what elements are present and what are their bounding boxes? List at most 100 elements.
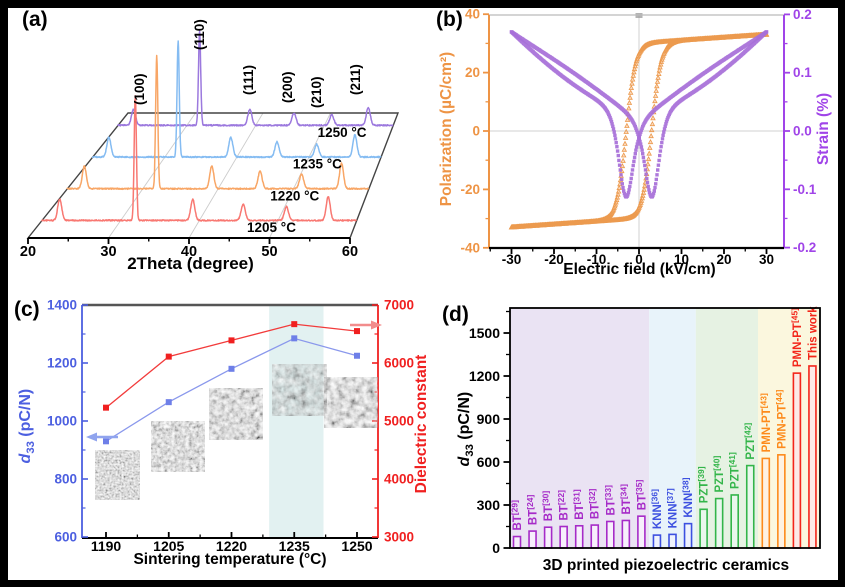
b-x-tick-label: -30 bbox=[502, 252, 522, 267]
c-right-tick-label: 5000 bbox=[384, 414, 414, 429]
bar-label-reference: [45] bbox=[789, 308, 799, 323]
c-left-tick-label: 1200 bbox=[47, 356, 77, 371]
bar-label: This work bbox=[807, 306, 819, 360]
bar-label: PZT[40] bbox=[712, 456, 727, 493]
d-y-tick-label: 300 bbox=[477, 497, 501, 513]
c-data-point-left bbox=[228, 365, 235, 372]
sem-inset-1205C bbox=[151, 421, 205, 472]
bar-KNN38 bbox=[683, 522, 693, 549]
bar-label-main: PZT bbox=[730, 467, 742, 489]
bar-label: PZT[42] bbox=[743, 423, 758, 460]
c-data-point-left bbox=[165, 399, 172, 406]
bar-label-reference: [34] bbox=[618, 484, 628, 499]
bar-label-main: KNN bbox=[652, 504, 664, 529]
bar-label-reference: [30] bbox=[541, 491, 551, 506]
xrd-peak-label: (110) bbox=[192, 19, 207, 50]
bar-label-main: BT bbox=[605, 500, 617, 515]
panel-b-right-y-axis-title: Strain (%) bbox=[815, 92, 832, 166]
bar-KNN36 bbox=[652, 534, 662, 549]
bar-label: BT[24] bbox=[525, 494, 540, 525]
bar-label-reference: [24] bbox=[525, 494, 535, 509]
d-y-tick-label: 1500 bbox=[469, 325, 500, 341]
xrd-peak-label: (100) bbox=[132, 73, 147, 105]
d-y-tick-label: 0 bbox=[492, 540, 500, 556]
bar-label-reference: [42] bbox=[743, 423, 753, 438]
c-right-tick-label: 3000 bbox=[384, 530, 414, 545]
a-x-tick-label: 40 bbox=[181, 244, 197, 260]
bar-label: PZT[41] bbox=[727, 452, 742, 489]
c-data-point-right bbox=[103, 404, 109, 411]
a-x-tick-label: 20 bbox=[20, 244, 36, 260]
bar-label: BT[29] bbox=[510, 500, 525, 531]
xrd-peak-label: (111) bbox=[241, 65, 256, 95]
bar-label-main: PZT bbox=[745, 438, 757, 460]
strain-butterfly-branch-asc bbox=[509, 30, 769, 199]
panel-b-hysteresis-chart: -30 -20 -10 0 10 20 30 40 20 0 -20 -40 0.2 0.1 0.0 -0.1… bbox=[460, 7, 816, 267]
bar-label: KNN[36] bbox=[649, 489, 664, 529]
bar-BT33 bbox=[605, 520, 615, 549]
b-x-tick-label: -20 bbox=[544, 252, 564, 267]
bar-label-main: BT bbox=[512, 515, 524, 530]
bar-BT32 bbox=[590, 524, 600, 549]
bar-PZT42 bbox=[745, 464, 755, 549]
bar-label-reference: [22] bbox=[556, 490, 566, 505]
panel-a-letter: (a) bbox=[22, 8, 48, 31]
b-right-tick-label: 0.1 bbox=[793, 65, 812, 80]
c-data-point-right bbox=[165, 353, 172, 360]
bar-label: PMN-PT[44] bbox=[774, 389, 789, 448]
bar-PMN-PT45 bbox=[792, 372, 802, 549]
c-x-tick-label: 1235 bbox=[279, 538, 310, 554]
panel-a-x-axis-title: 2Theta (degree) bbox=[127, 254, 254, 273]
bar-label-main: BT bbox=[636, 495, 648, 510]
bar-label-main: BT bbox=[621, 499, 633, 514]
xrd-temperature-label: 1205 °C bbox=[247, 220, 296, 235]
a-x-tick-label: 50 bbox=[261, 244, 277, 260]
xrd-trace-1250°C bbox=[117, 30, 394, 127]
bar-label: BT[22] bbox=[556, 490, 571, 521]
b-right-tick-label: -0.1 bbox=[793, 182, 817, 197]
b-x-tick-label: 10 bbox=[674, 252, 689, 267]
bar-label-main: PZT bbox=[714, 471, 726, 493]
c-left-tick-label: 1000 bbox=[47, 414, 77, 429]
bar-label-main: PZT bbox=[699, 482, 711, 504]
panel-c-letter: (c) bbox=[14, 298, 40, 321]
b-left-tick-label: -40 bbox=[460, 240, 480, 255]
bar-label-reference: [40] bbox=[712, 456, 722, 471]
a-x-tick-label: 30 bbox=[100, 244, 116, 260]
panel-c-left-y-axis-title: d33 (pC/N) bbox=[17, 341, 37, 511]
b-x-tick-label: 30 bbox=[759, 252, 774, 267]
bar-label-main: BT bbox=[543, 506, 555, 521]
xrd-temperature-label: 1250 °C bbox=[318, 125, 367, 140]
c-data-point-left bbox=[291, 335, 298, 342]
c-x-tick-label: 1220 bbox=[216, 538, 247, 554]
bar-BT30 bbox=[543, 526, 553, 549]
bar-label-reference: [43] bbox=[758, 393, 768, 408]
bar-label: KNN[37] bbox=[665, 488, 680, 528]
xrd-peak-label: (210) bbox=[309, 76, 324, 108]
xrd-floor-gridline bbox=[188, 112, 264, 239]
c-x-tick-label: 1205 bbox=[153, 538, 184, 554]
bar-label-main: KNN bbox=[668, 503, 680, 528]
sem-inset-1235C bbox=[272, 364, 327, 416]
bar-label-main: This work bbox=[807, 306, 819, 360]
panel-b-letter: (b) bbox=[436, 8, 463, 31]
b-x-tick-label: 0 bbox=[635, 252, 643, 267]
bar-label: BT[31] bbox=[572, 489, 587, 520]
c-left-tick-label: 600 bbox=[54, 530, 77, 545]
bar-label-reference: [29] bbox=[510, 500, 520, 515]
bar-label: PMN-PT[45] bbox=[789, 308, 804, 367]
b-right-tick-label: 0.0 bbox=[793, 124, 812, 139]
bar-label-reference: [36] bbox=[649, 489, 659, 504]
bar-BT29 bbox=[512, 535, 522, 549]
xrd-trace-1235°C bbox=[91, 40, 382, 159]
c-right-tick-label: 4000 bbox=[384, 472, 414, 487]
b-x-tick-label: 20 bbox=[716, 252, 731, 267]
xrd-temperature-label: 1235 °C bbox=[293, 157, 342, 172]
bar-Thiswork bbox=[808, 365, 817, 549]
sem-inset-1220C bbox=[209, 388, 263, 440]
bar-label-main: BT bbox=[574, 504, 586, 519]
d33-units: (pC/N) bbox=[455, 391, 473, 445]
bar-BT22 bbox=[559, 525, 568, 549]
d33-units: (pC/N) bbox=[16, 388, 34, 442]
